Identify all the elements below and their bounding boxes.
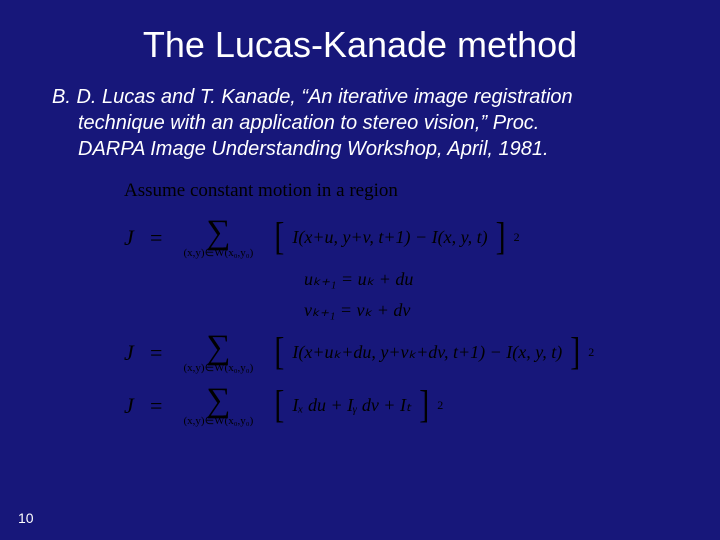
update-u: uₖ₊₁ = uₖ + du [124, 269, 676, 290]
right-bracket-icon: ] [419, 383, 429, 427]
sigma-block: ∑ (x,y)∈W(x₀,y₀) [170, 331, 266, 374]
left-bracket-icon: [ [274, 215, 284, 259]
sigma-sub: (x,y)∈W(x₀,y₀) [184, 416, 254, 427]
citation-line-2: technique with an application to stereo … [52, 110, 676, 136]
equation-1: J = ∑ (x,y)∈W(x₀,y₀) [ I(x+u, y+v, t+1) … [124, 216, 676, 259]
left-bracket-icon: [ [274, 383, 284, 427]
citation-line-1: B. D. Lucas and T. Kanade, “An iterative… [52, 86, 573, 108]
eq1-exponent: 2 [514, 230, 520, 245]
right-bracket-icon: ] [570, 330, 580, 374]
equals-sign: = [150, 340, 162, 366]
update-v: vₖ₊₁ = vₖ + dv [124, 300, 676, 321]
slide-title: The Lucas-Kanade method [44, 24, 676, 66]
eq3-inner: Iₓ du + Iᵧ dv + Iₜ [292, 395, 411, 416]
citation-line-3: DARPA Image Understanding Workshop, Apri… [52, 136, 676, 162]
eq1-lhs: J [124, 225, 142, 251]
equation-3: J = ∑ (x,y)∈W(x₀,y₀) [ Iₓ du + Iᵧ dv + I… [124, 384, 676, 427]
math-area: Assume constant motion in a region J = ∑… [44, 180, 676, 427]
sigma-block: ∑ (x,y)∈W(x₀,y₀) [170, 384, 266, 427]
slide: The Lucas-Kanade method B. D. Lucas and … [0, 0, 720, 540]
equals-sign: = [150, 225, 162, 251]
sigma-icon: ∑ [206, 216, 230, 250]
eq2-lhs: J [124, 340, 142, 366]
sigma-sub: (x,y)∈W(x₀,y₀) [184, 363, 254, 374]
left-bracket-icon: [ [274, 330, 284, 374]
sigma-sub: (x,y)∈W(x₀,y₀) [184, 248, 254, 259]
sigma-icon: ∑ [206, 331, 230, 365]
update-u-text: uₖ₊₁ = uₖ + du [304, 269, 413, 290]
page-number: 10 [18, 510, 34, 526]
sigma-block: ∑ (x,y)∈W(x₀,y₀) [170, 216, 266, 259]
equals-sign: = [150, 393, 162, 419]
eq1-inner: I(x+u, y+v, t+1) − I(x, y, t) [292, 227, 487, 248]
eq3-lhs: J [124, 393, 142, 419]
sigma-icon: ∑ [206, 384, 230, 418]
citation-block: B. D. Lucas and T. Kanade, “An iterative… [44, 84, 676, 162]
eq3-exponent: 2 [437, 398, 443, 413]
eq2-exponent: 2 [588, 345, 594, 360]
update-v-text: vₖ₊₁ = vₖ + dv [304, 300, 410, 321]
eq2-inner: I(x+uₖ+du, y+vₖ+dv, t+1) − I(x, y, t) [292, 342, 562, 363]
assume-label: Assume constant motion in a region [124, 180, 676, 202]
right-bracket-icon: ] [496, 215, 506, 259]
equation-2: J = ∑ (x,y)∈W(x₀,y₀) [ I(x+uₖ+du, y+vₖ+d… [124, 331, 676, 374]
